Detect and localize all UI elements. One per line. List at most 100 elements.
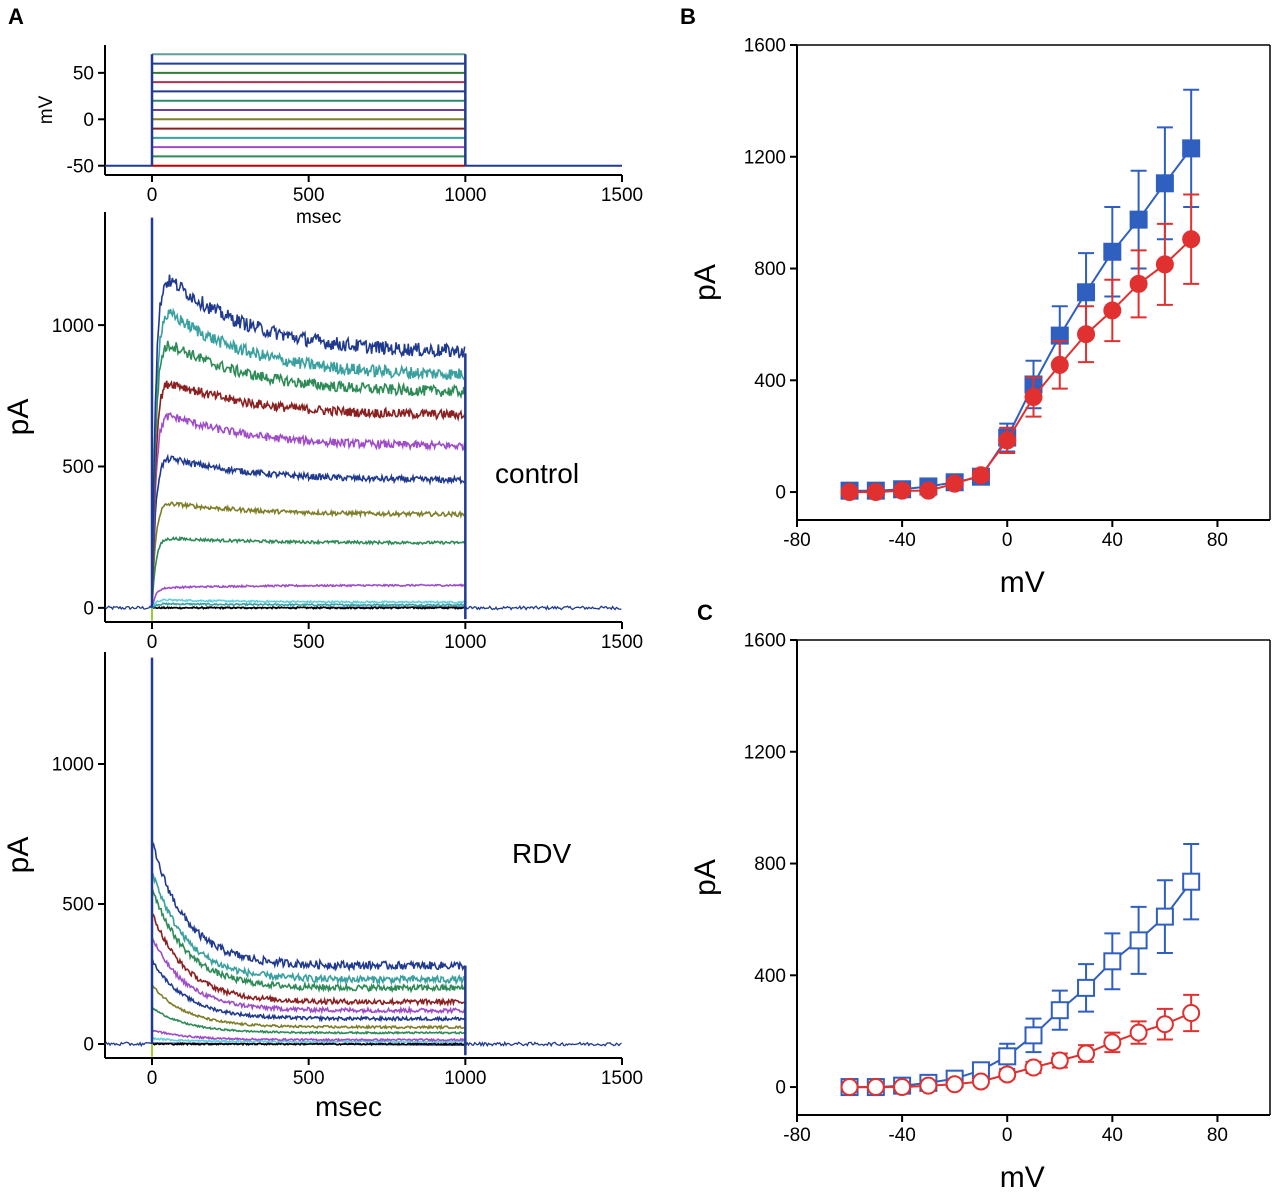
x-axis-label: mV — [1000, 1161, 1045, 1194]
x-tick-label: 1500 — [601, 632, 643, 653]
y-tick-label: 0 — [83, 1035, 94, 1056]
x-axis-label: msec — [315, 1091, 382, 1122]
data-point — [919, 1076, 938, 1095]
series-square — [840, 88, 1201, 500]
baseline-trace — [104, 1040, 622, 1048]
data-point — [1050, 1051, 1069, 1070]
data-point — [1129, 210, 1148, 229]
current-trace — [151, 535, 466, 599]
data-point — [1182, 139, 1201, 158]
y-tick-label: 1600 — [744, 36, 786, 57]
data-point — [1103, 1033, 1122, 1052]
panel-label-a: A — [8, 4, 24, 29]
y-tick-label: 1000 — [52, 755, 94, 776]
current-trace — [151, 959, 466, 1023]
series-line — [849, 147, 1192, 492]
x-tick-label: 80 — [1207, 1125, 1228, 1146]
x-tick-label: 500 — [293, 185, 325, 206]
data-point — [1182, 230, 1201, 249]
current-trace — [152, 602, 466, 609]
x-tick-label: 1500 — [601, 185, 643, 206]
x-tick-label: 40 — [1102, 1125, 1123, 1146]
control-traces-chart: 0 500 1000 1500 0 500 1000 pA — [2, 212, 643, 653]
data-point — [1129, 274, 1148, 293]
x-tick-label: 500 — [293, 1068, 325, 1089]
series-circle — [840, 993, 1201, 1097]
x-tick-label: 0 — [147, 1068, 158, 1089]
x-tick-label: 1000 — [444, 185, 486, 206]
current-trace — [152, 1041, 466, 1047]
y-tick-label: 1600 — [744, 631, 786, 652]
data-point — [971, 466, 990, 485]
data-point — [998, 1065, 1017, 1084]
data-point — [971, 1072, 990, 1091]
rdv-label: RDV — [512, 838, 572, 869]
current-trace — [151, 913, 466, 1007]
data-point — [1024, 1058, 1043, 1077]
data-point — [866, 1078, 885, 1097]
y-axis-label: pA — [2, 837, 35, 874]
data-point — [919, 481, 938, 500]
x-tick-label: 40 — [1102, 530, 1123, 551]
current-trace — [152, 605, 465, 610]
data-point — [1103, 301, 1122, 320]
x-tick-label: 1000 — [444, 1068, 486, 1089]
series-line — [849, 881, 1192, 1089]
data-point — [1155, 255, 1174, 274]
current-trace — [152, 1029, 465, 1043]
data-point — [1129, 1023, 1148, 1042]
y-tick-label: 400 — [754, 966, 786, 987]
x-tick-label: 1000 — [444, 632, 486, 653]
y-tick-label: 800 — [754, 259, 786, 280]
current-trace — [151, 889, 466, 994]
y-tick-label: 800 — [754, 854, 786, 875]
data-point — [1155, 907, 1174, 926]
y-tick-label: 0 — [83, 599, 94, 620]
current-trace — [151, 598, 465, 607]
data-point — [1155, 174, 1174, 193]
data-point — [1129, 931, 1148, 950]
x-axis-label: mV — [1000, 566, 1045, 599]
series-square — [840, 842, 1201, 1097]
y-tick-label: 500 — [62, 457, 94, 478]
x-tick-label: 0 — [1002, 530, 1013, 551]
y-tick-label: 0 — [83, 110, 94, 131]
y-axis-label: pA — [689, 859, 722, 896]
data-point — [1050, 1001, 1069, 1020]
current-trace — [151, 842, 466, 972]
data-point — [1024, 1026, 1043, 1045]
data-point — [893, 481, 912, 500]
y-axis-label: mV — [36, 95, 57, 124]
protocol-chart: 0 500 1000 1500 -50 0 50 mV msec — [36, 45, 643, 228]
data-point — [1077, 978, 1096, 997]
data-point — [1050, 355, 1069, 374]
y-tick-label: 1200 — [744, 742, 786, 763]
rdv-traces-chart: 0 500 1000 1500 0 500 1000 pA msec — [2, 652, 643, 1122]
data-point — [1103, 952, 1122, 971]
x-axis-label: msec — [296, 207, 341, 228]
control-label: control — [495, 458, 580, 489]
data-point — [893, 1078, 912, 1097]
current-trace — [151, 412, 466, 576]
current-trace — [151, 380, 466, 576]
x-tick-label: -40 — [888, 530, 915, 551]
y-axis-label: pA — [689, 264, 722, 301]
data-point — [1182, 872, 1201, 891]
x-tick-label: 0 — [147, 185, 158, 206]
data-point — [840, 483, 859, 502]
y-tick-label: 0 — [775, 483, 786, 504]
y-tick-label: 400 — [754, 371, 786, 392]
data-point — [945, 1075, 964, 1094]
x-tick-label: 0 — [147, 632, 158, 653]
y-tick-label: 1000 — [52, 316, 94, 337]
current-trace — [151, 583, 466, 605]
x-tick-label: 1500 — [601, 1068, 643, 1089]
x-tick-label: 80 — [1207, 530, 1228, 551]
data-point — [1103, 242, 1122, 261]
data-point — [1182, 1004, 1201, 1023]
data-point — [840, 1078, 859, 1097]
current-trace — [151, 307, 466, 555]
